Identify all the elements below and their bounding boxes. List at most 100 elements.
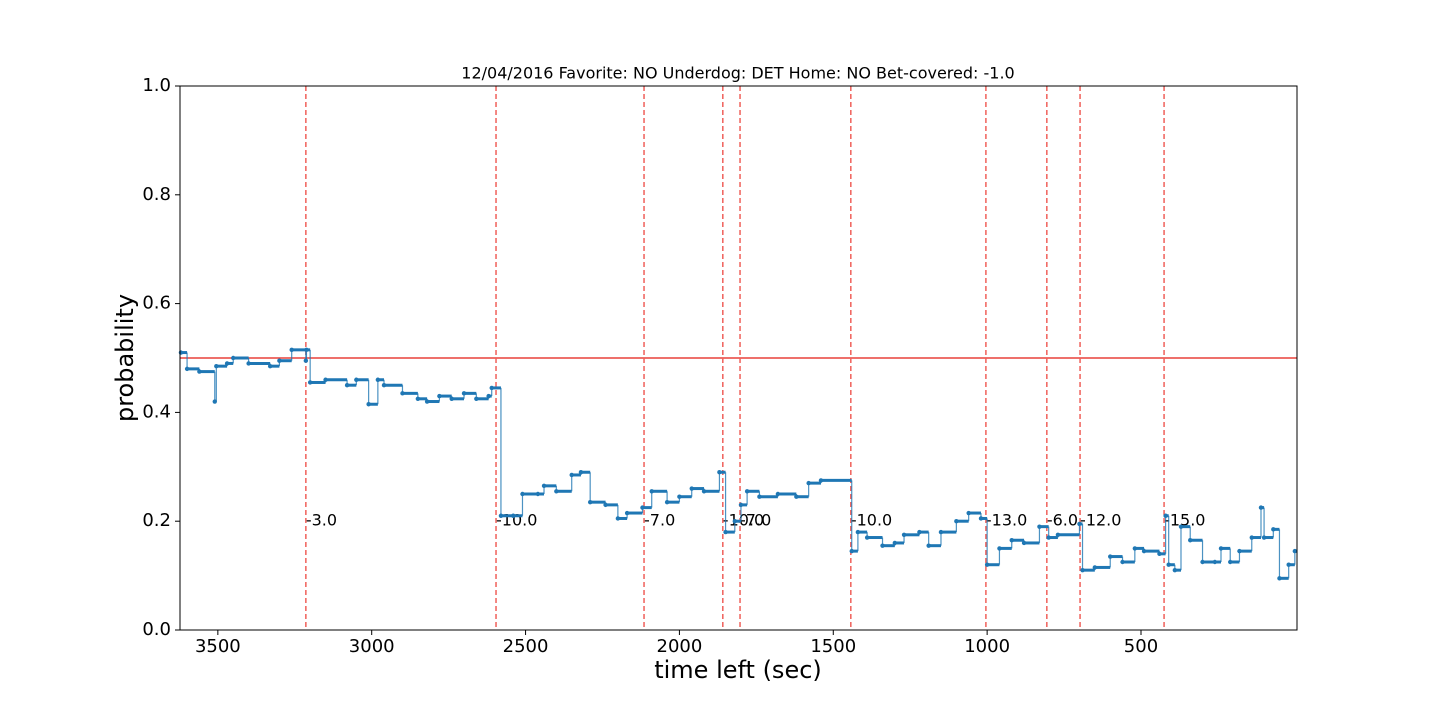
data-point: [901, 532, 907, 537]
x-tick-label: 2500: [503, 636, 549, 657]
data-point: [1021, 540, 1027, 546]
data-point: [303, 358, 309, 363]
y-tick-label: 0.8: [142, 184, 171, 205]
data-point: [1277, 576, 1282, 581]
data-point: [214, 363, 219, 369]
data-point: [267, 363, 273, 369]
data-point: [1172, 567, 1178, 573]
x-tick-label: 1000: [964, 636, 1010, 657]
data-point: [978, 516, 984, 521]
chart-title: 12/04/2016 Favorite: NO Underdog: DET Ho…: [461, 64, 1014, 83]
data-point: [984, 562, 990, 567]
data-point: [474, 396, 479, 401]
event-label: -15.0: [1164, 511, 1205, 530]
data-point: [1188, 538, 1193, 543]
x-axis-label: time left (sec): [654, 656, 822, 684]
data-point: [277, 358, 282, 363]
data-point: [1200, 559, 1205, 565]
data-point: [855, 529, 861, 535]
y-axis-label: probability: [111, 294, 139, 422]
data-point: [849, 548, 854, 554]
data-point: [344, 383, 350, 388]
data-point: [954, 519, 959, 524]
data-point: [1258, 505, 1264, 510]
data-point: [701, 489, 707, 494]
data-point: [1178, 524, 1184, 529]
data-point: [1218, 546, 1224, 551]
y-tick-label: 0.6: [142, 293, 171, 314]
data-point: [1271, 527, 1276, 532]
y-tick-label: 0.4: [142, 401, 171, 422]
data-point: [1163, 513, 1168, 518]
data-point: [689, 486, 694, 491]
data-point: [723, 529, 728, 535]
data-point: [664, 499, 670, 505]
data-point: [569, 472, 574, 478]
data-point: [307, 380, 313, 385]
data-point: [775, 491, 781, 497]
data-point: [1157, 551, 1162, 557]
data-point: [323, 377, 328, 382]
data-point: [892, 540, 898, 546]
data-point: [486, 393, 491, 399]
data-point: [535, 491, 541, 497]
data-point: [1212, 559, 1218, 565]
data-point: [197, 369, 202, 374]
data-point: [1080, 567, 1085, 573]
data-point: [1120, 559, 1125, 565]
event-label: -7.0: [740, 511, 771, 530]
data-point: [489, 385, 494, 391]
data-point: [541, 483, 547, 489]
x-tick-label: 2000: [657, 636, 703, 657]
data-point: [864, 535, 870, 540]
data-point: [732, 519, 738, 524]
data-point: [578, 470, 584, 475]
x-tick-label: 3500: [195, 636, 241, 657]
data-point: [917, 529, 922, 535]
data-point: [757, 494, 762, 499]
data-point: [1037, 524, 1042, 529]
event-label: -3.0: [306, 511, 337, 530]
event-label: -10.0: [496, 511, 537, 530]
data-point: [1237, 548, 1242, 554]
plot-frame: [179, 85, 1298, 631]
data-point: [224, 361, 230, 366]
data-point: [603, 502, 608, 508]
data-point: [1166, 562, 1171, 567]
data-point: [1055, 532, 1061, 537]
data-point: [938, 529, 944, 535]
data-point: [449, 396, 454, 401]
data-point: [424, 399, 430, 404]
data-point: [1077, 521, 1082, 527]
y-tick-label: 0.2: [142, 510, 171, 531]
data-point: [375, 377, 381, 382]
data-point: [926, 543, 931, 548]
data-point: [677, 494, 682, 499]
data-point: [304, 347, 309, 353]
data-point: [966, 510, 971, 516]
data-point: [231, 355, 236, 361]
x-tick-label: 500: [1124, 636, 1158, 657]
data-point: [794, 494, 799, 499]
data-point: [1228, 559, 1233, 565]
y-tick-label: 1.0: [142, 75, 171, 96]
data-point: [880, 543, 885, 548]
data-point: [184, 366, 190, 372]
event-label: -12.0: [1080, 511, 1121, 530]
event-label: -6.0: [1047, 511, 1078, 530]
data-point: [624, 510, 630, 516]
data-point: [1092, 565, 1098, 570]
data-point: [178, 350, 184, 355]
x-tick-label: 1500: [810, 636, 856, 657]
event-label: -10.0: [851, 511, 892, 530]
data-point: [289, 347, 294, 353]
x-tick-label: 3000: [349, 636, 395, 657]
data-point: [1141, 548, 1147, 554]
data-point: [1261, 535, 1267, 540]
data-point: [400, 391, 405, 396]
data-point: [1108, 554, 1113, 559]
data-point: [366, 402, 371, 407]
data-point: [649, 489, 654, 494]
